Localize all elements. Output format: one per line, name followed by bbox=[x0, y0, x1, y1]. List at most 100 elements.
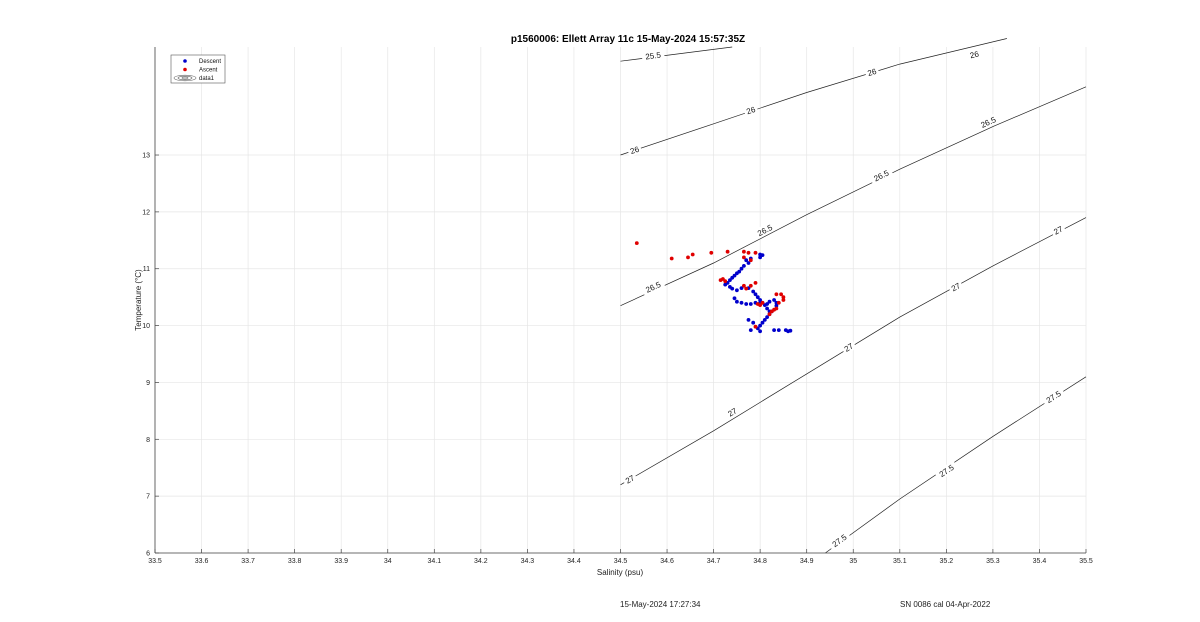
ascent-point bbox=[748, 258, 753, 263]
y-tick-label: 13 bbox=[142, 153, 150, 160]
x-tick-label: 34.6 bbox=[660, 558, 674, 565]
descent-point bbox=[739, 266, 744, 271]
ascent-point bbox=[767, 312, 772, 317]
x-tick-label: 34 bbox=[384, 558, 392, 565]
ascent-point bbox=[781, 295, 786, 300]
ascent-point bbox=[774, 292, 779, 297]
legend-ascent-marker bbox=[183, 67, 187, 72]
x-tick-label: 34.3 bbox=[521, 558, 535, 565]
chart-title: p1560006: Ellett Array 11c 15-May-2024 1… bbox=[511, 34, 745, 45]
contour-label: 27 bbox=[1049, 222, 1067, 238]
y-tick-label: 7 bbox=[146, 494, 150, 501]
descent-point bbox=[748, 302, 753, 306]
descent-point bbox=[758, 323, 762, 328]
ascent-point bbox=[742, 283, 746, 288]
descent-point bbox=[748, 328, 753, 332]
footer-calibration: SN 0086 cal 04-Apr-2022 bbox=[900, 600, 991, 609]
descent-point bbox=[755, 295, 760, 300]
y-tick-label: 10 bbox=[142, 323, 150, 330]
legend-descent-marker bbox=[183, 59, 187, 63]
descent-point bbox=[758, 298, 762, 302]
x-tick-label: 34.8 bbox=[753, 558, 767, 565]
x-axis-label: Salinity (psu) bbox=[597, 568, 644, 577]
ascent-point bbox=[769, 309, 774, 314]
contour-label: 26 bbox=[626, 143, 643, 157]
descent-point bbox=[739, 300, 744, 305]
descent-point bbox=[746, 318, 751, 322]
descent-point bbox=[765, 302, 769, 306]
contour-label: 27 bbox=[621, 471, 639, 487]
descent-point bbox=[751, 289, 756, 294]
contour-label: 26 bbox=[742, 103, 759, 117]
legend-contour-icon bbox=[173, 74, 197, 82]
ascent-point bbox=[776, 300, 781, 305]
legend-data1-label: data1 bbox=[199, 76, 215, 82]
ascent-point bbox=[753, 250, 758, 255]
x-tick-label: 35.1 bbox=[893, 558, 907, 565]
legend-ascent-label: Ascent bbox=[199, 68, 218, 74]
ascent-point bbox=[686, 255, 690, 260]
contour-label: 26 bbox=[966, 48, 982, 61]
ascent-point bbox=[748, 283, 753, 288]
ascent-point bbox=[690, 252, 695, 257]
descent-point bbox=[744, 258, 749, 263]
grid-lines bbox=[154, 47, 1087, 554]
y-axis-label: Temperature (°C) bbox=[134, 269, 143, 331]
y-tick-label: 6 bbox=[146, 551, 150, 558]
y-tick-label: 8 bbox=[146, 437, 150, 444]
x-tick-label: 34.9 bbox=[800, 558, 814, 565]
descent-point bbox=[758, 255, 762, 260]
x-tick-label: 34.1 bbox=[427, 558, 441, 565]
descent-point bbox=[723, 282, 728, 287]
descent-point bbox=[776, 328, 781, 332]
x-tick-label: 35.4 bbox=[1033, 558, 1047, 565]
x-tick-label: 33.8 bbox=[288, 558, 302, 565]
descent-point bbox=[728, 278, 732, 282]
ascent-point bbox=[746, 250, 751, 255]
descent-point bbox=[742, 264, 746, 268]
x-tick-labels: 33.5 33.6 33.7 33.8 33.9 34 34.1 34.2 34.3 34.4 34… bbox=[148, 558, 1093, 565]
contour-label-text: 25.5 bbox=[645, 50, 662, 61]
descent-point bbox=[767, 299, 772, 304]
descent-point bbox=[732, 296, 737, 301]
descent-point bbox=[762, 318, 767, 322]
descent-point bbox=[735, 271, 739, 276]
x-tick-label: 34.7 bbox=[707, 558, 721, 565]
x-tick-label: 33.6 bbox=[195, 558, 209, 565]
contour-label: 27 bbox=[723, 404, 741, 420]
y-tick-label: 9 bbox=[146, 380, 150, 387]
contour-label-text: 26 bbox=[969, 49, 980, 60]
contour-label: 25.5 bbox=[641, 49, 665, 62]
y-tick-label: 12 bbox=[142, 209, 150, 216]
footer-timestamp: 15-May-2024 17:27:34 bbox=[620, 600, 701, 609]
ascent-point bbox=[753, 281, 758, 285]
x-tick-label: 33.7 bbox=[241, 558, 255, 565]
descent-point bbox=[774, 303, 779, 308]
descent-point bbox=[765, 315, 769, 319]
ascent-point bbox=[779, 292, 783, 297]
contour-label: 27 bbox=[840, 339, 857, 355]
series-ascent bbox=[634, 241, 786, 329]
contour-labels: 25.5 2626262626.526.526.526.5272727272727… bbox=[621, 48, 1067, 552]
ascent-point bbox=[725, 249, 730, 254]
x-tick-label: 34.2 bbox=[474, 558, 488, 565]
contour-label-text: 26 bbox=[629, 145, 641, 157]
x-tick-label: 33.9 bbox=[334, 558, 348, 565]
descent-point bbox=[739, 286, 744, 290]
contour-label-text: 26 bbox=[866, 67, 878, 78]
y-tick-labels: 6 7 8 9 10 11 12 13 bbox=[142, 153, 150, 558]
descent-point bbox=[751, 320, 756, 325]
ascent-point bbox=[742, 255, 746, 260]
ascent-point bbox=[758, 303, 762, 307]
data-points bbox=[634, 241, 793, 334]
descent-point bbox=[730, 275, 735, 280]
ascent-point bbox=[744, 286, 749, 291]
x-tick-label: 35.2 bbox=[940, 558, 954, 565]
x-tick-label: 34.4 bbox=[567, 558, 581, 565]
descent-point bbox=[758, 329, 762, 334]
y-tick-label: 11 bbox=[143, 266, 150, 273]
ascent-point bbox=[669, 256, 674, 261]
density-contour-26.5 bbox=[620, 86, 1087, 307]
x-tick-label: 33.5 bbox=[148, 558, 162, 565]
